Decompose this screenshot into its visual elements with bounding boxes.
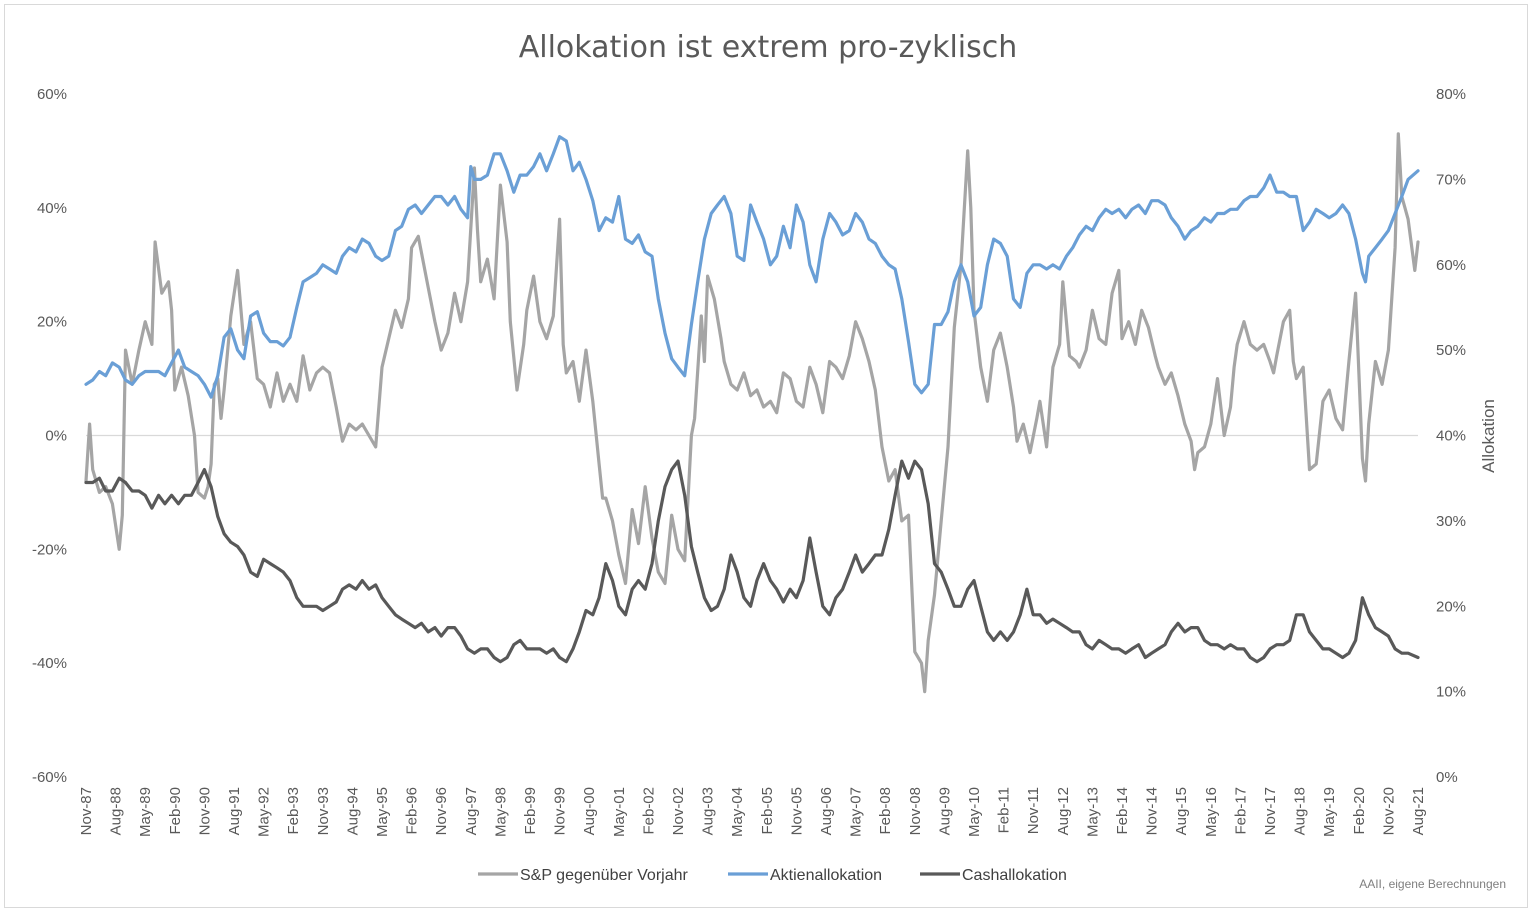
x-tick-label: May-16	[1203, 787, 1220, 837]
x-tick-label: Aug-06	[818, 787, 835, 835]
x-tick-label: Aug-03	[700, 787, 717, 835]
x-tick-label: Aug-18	[1292, 787, 1309, 835]
x-tick-label: Nov-90	[196, 787, 213, 835]
x-tick-label: May-07	[848, 787, 865, 837]
left-tick-label: -40%	[32, 655, 67, 672]
x-tick-label: Feb-11	[996, 787, 1013, 833]
x-tick-label: May-89	[137, 787, 154, 837]
right-axis-ticks: 80% 70% 60% 50% 40% 30% 20% 10% 0%	[1436, 86, 1466, 786]
x-tick-label: Feb-99	[522, 787, 539, 835]
x-tick-label: Feb-02	[640, 787, 657, 835]
legend-label: S&P gegenüber Vorjahr	[520, 867, 689, 884]
x-tick-label: Nov-05	[788, 787, 805, 835]
series-line-0	[84, 132, 1420, 694]
right-tick-label: 80%	[1436, 86, 1466, 103]
x-tick-label: Aug-88	[108, 787, 125, 835]
x-tick-label: Feb-93	[285, 787, 302, 835]
left-tick-label: 60%	[37, 86, 67, 103]
x-axis-ticks: Nov-87 Aug-88 May-89 Feb-90 Nov-90 Aug-91 May-…	[78, 787, 1427, 837]
legend-label: Aktienallokation	[770, 867, 882, 884]
right-tick-label: 50%	[1436, 342, 1466, 359]
left-tick-label: -20%	[32, 541, 67, 558]
right-tick-label: 10%	[1436, 684, 1466, 701]
x-tick-label: May-98	[492, 787, 509, 837]
x-tick-label: Feb-20	[1351, 787, 1368, 835]
left-tick-label: 40%	[37, 200, 67, 217]
x-tick-label: Feb-17	[1232, 787, 1249, 835]
x-tick-label: Aug-21	[1410, 787, 1427, 835]
x-tick-label: May-10	[966, 787, 983, 837]
x-tick-label: Nov-87	[78, 787, 95, 835]
x-tick-label: Nov-08	[907, 787, 924, 835]
x-tick-label: May-95	[374, 787, 391, 837]
left-tick-label: -60%	[32, 769, 67, 786]
x-tick-label: Aug-00	[581, 787, 598, 835]
right-tick-label: 60%	[1436, 257, 1466, 274]
left-tick-label: 20%	[37, 314, 67, 331]
legend-label: Cashallokation	[962, 867, 1067, 884]
x-tick-label: Nov-99	[552, 787, 569, 835]
left-axis-ticks: 60% 40% 20% 0% -20% -40% -60%	[32, 86, 67, 786]
x-tick-label: Aug-12	[1055, 787, 1072, 835]
series-line-2	[84, 459, 1420, 664]
x-tick-label: May-01	[611, 787, 628, 837]
x-tick-label: Nov-11	[1025, 787, 1042, 834]
series-layer	[84, 132, 1420, 694]
x-tick-label: Aug-91	[226, 787, 243, 835]
x-tick-label: Aug-15	[1173, 787, 1190, 835]
x-tick-label: Feb-90	[167, 787, 184, 835]
x-tick-label: Feb-05	[759, 787, 776, 835]
x-tick-label: Nov-14	[1144, 787, 1161, 835]
right-tick-label: 70%	[1436, 171, 1466, 188]
x-tick-label: May-19	[1321, 787, 1338, 837]
x-tick-label: Nov-96	[433, 787, 450, 835]
x-tick-label: Feb-96	[404, 787, 421, 835]
left-tick-label: 0%	[45, 428, 67, 445]
series-line-1	[84, 135, 1420, 399]
right-tick-label: 0%	[1436, 769, 1458, 786]
x-tick-label: Aug-97	[463, 787, 480, 835]
right-tick-label: 40%	[1436, 428, 1466, 445]
x-tick-label: May-13	[1084, 787, 1101, 837]
x-tick-label: Aug-09	[936, 787, 953, 835]
x-tick-label: Nov-20	[1380, 787, 1397, 835]
x-tick-label: Nov-02	[670, 787, 687, 835]
right-tick-label: 20%	[1436, 598, 1466, 615]
x-tick-label: Nov-17	[1262, 787, 1279, 835]
legend: S&P gegenüber Vorjahr Aktienallokation Cas…	[478, 867, 1067, 884]
right-tick-label: 30%	[1436, 513, 1466, 530]
chart-title: Allokation ist extrem pro-zyklisch	[519, 30, 1018, 65]
x-tick-label: May-92	[256, 787, 273, 837]
x-tick-label: Feb-08	[877, 787, 894, 835]
x-tick-label: Aug-94	[344, 787, 361, 835]
right-axis-label: Allokation	[1479, 399, 1498, 473]
x-tick-label: May-04	[729, 787, 746, 837]
x-tick-label: Feb-14	[1114, 787, 1131, 835]
source-note: AAII, eigene Berechnungen	[1359, 877, 1506, 891]
chart-frame	[4, 4, 1528, 908]
x-tick-label: Nov-93	[315, 787, 332, 835]
